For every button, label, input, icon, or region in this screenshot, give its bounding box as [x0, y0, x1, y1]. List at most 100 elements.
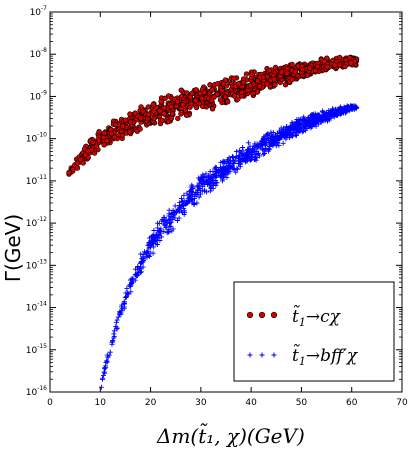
point-c-chi: [193, 97, 199, 104]
point-bffchi: [189, 200, 195, 206]
point-c-chi: [232, 83, 239, 90]
point-c-chi: [158, 98, 164, 105]
point-bffchi: [180, 210, 186, 216]
legend-entry-c-chi: t̃1→cχ: [292, 305, 342, 329]
point-bffchi: [180, 201, 186, 207]
point-bffchi: [240, 148, 246, 154]
plot-frame: [49, 11, 403, 393]
point-c-chi: [243, 71, 250, 77]
point-c-chi: [306, 65, 313, 71]
point-bffchi: [296, 120, 301, 126]
point-c-chi: [162, 95, 168, 102]
point-bffchi: [249, 149, 255, 155]
point-c-chi: [138, 115, 144, 121]
point-c-chi: [96, 129, 102, 135]
point-c-chi: [127, 119, 134, 125]
y-tick-label: 10-7: [30, 5, 48, 18]
legend-marker-bffchi: [271, 352, 277, 358]
point-bffchi: [323, 111, 329, 117]
point-c-chi: [199, 95, 205, 102]
point-c-chi: [264, 73, 271, 80]
point-bffchi: [111, 333, 117, 339]
point-c-chi: [82, 152, 89, 158]
point-c-chi: [266, 67, 272, 74]
point-c-chi: [332, 62, 338, 68]
point-c-chi: [208, 97, 215, 103]
point-bffchi: [230, 165, 236, 171]
point-c-chi: [321, 58, 327, 65]
legend-entry-bffchi-base: t̃: [292, 344, 300, 366]
x-axis-label: Δm(t̃₁, χ)(GeV): [156, 422, 305, 448]
point-bffchi: [249, 153, 255, 159]
point-bffchi: [233, 155, 239, 161]
point-c-chi: [348, 60, 354, 66]
x-tick-label: 30: [195, 398, 207, 408]
point-bffchi: [198, 178, 203, 184]
point-bffchi: [232, 159, 238, 165]
point-bffchi: [332, 106, 338, 112]
point-bffchi: [168, 224, 174, 230]
point-bffchi: [217, 164, 223, 170]
point-bffchi: [213, 170, 219, 176]
point-c-chi: [151, 108, 157, 114]
point-bffchi: [179, 196, 184, 202]
point-bffchi: [143, 250, 149, 256]
point-bffchi: [306, 120, 312, 126]
point-c-chi: [239, 89, 245, 96]
point-c-chi: [250, 90, 256, 97]
point-bffchi: [185, 199, 191, 205]
point-c-chi: [151, 115, 157, 122]
point-bffchi: [146, 239, 152, 245]
point-bffchi: [252, 147, 258, 153]
point-c-chi: [254, 89, 261, 95]
point-bffchi: [296, 124, 302, 130]
point-c-chi: [178, 87, 185, 93]
point-bffchi: [285, 133, 291, 138]
point-bffchi: [140, 256, 146, 262]
point-c-chi: [209, 106, 216, 112]
point-bffchi: [157, 228, 163, 233]
point-c-chi: [324, 64, 330, 70]
point-bffchi: [181, 192, 187, 198]
point-bffchi: [169, 210, 175, 216]
point-bffchi: [208, 176, 214, 182]
point-bffchi: [333, 112, 339, 118]
point-bffchi: [167, 221, 173, 227]
point-bffchi: [289, 123, 295, 129]
point-bffchi: [208, 183, 214, 189]
point-c-chi: [249, 71, 255, 78]
x-tick-label: 70: [396, 398, 408, 408]
point-c-chi: [272, 81, 278, 88]
point-c-chi: [256, 83, 263, 89]
point-bffchi: [349, 103, 355, 109]
point-bffchi: [229, 153, 235, 159]
point-bffchi: [188, 196, 194, 202]
point-bffchi: [192, 194, 198, 199]
point-bffchi: [278, 125, 284, 131]
point-c-chi: [247, 82, 254, 89]
point-c-chi: [126, 129, 133, 135]
point-bffchi: [260, 151, 266, 157]
point-bffchi: [156, 220, 162, 226]
point-c-chi: [145, 111, 152, 118]
y-tick-label: 10-10: [26, 132, 47, 145]
point-bffchi: [213, 182, 219, 188]
point-bffchi: [104, 352, 110, 358]
y-axis-label: Γ(GeV): [1, 214, 25, 282]
point-bffchi: [102, 370, 108, 376]
point-c-chi: [196, 100, 202, 107]
point-bffchi: [200, 172, 206, 178]
point-c-chi: [93, 143, 100, 150]
y-tick-label: 10-8: [30, 47, 48, 60]
point-bffchi: [153, 241, 159, 247]
point-bffchi: [98, 384, 104, 390]
point-c-chi: [347, 54, 353, 61]
point-bffchi: [343, 108, 349, 114]
x-tick-label: 0: [47, 398, 53, 408]
point-bffchi: [197, 188, 203, 194]
point-c-chi: [118, 128, 125, 135]
legend-marker-c-chi: [258, 311, 266, 319]
legend-entry-bffchi-rest: bff′χ: [320, 346, 359, 366]
